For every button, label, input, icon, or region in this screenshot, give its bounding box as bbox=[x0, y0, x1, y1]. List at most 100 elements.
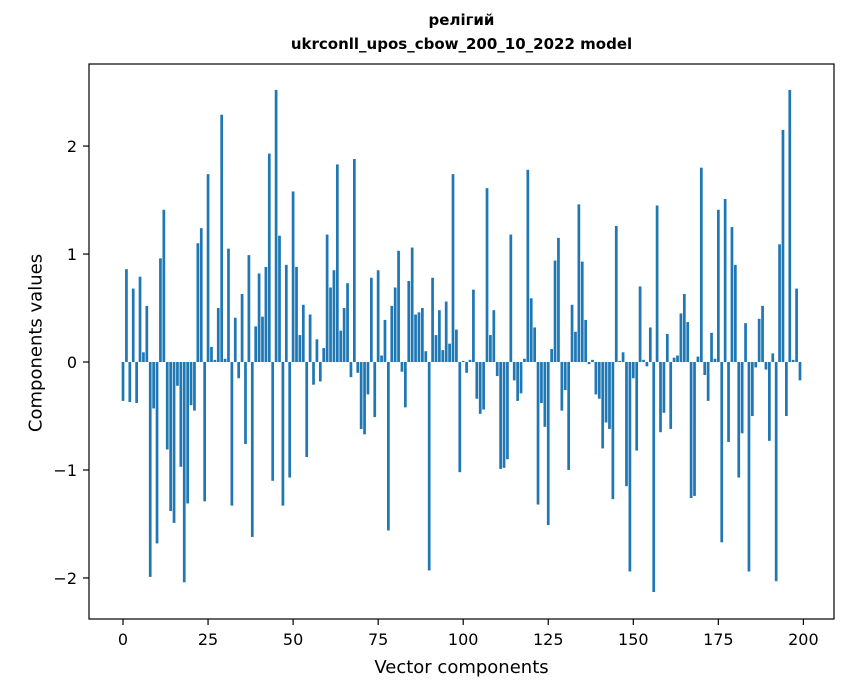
bar bbox=[352, 159, 356, 363]
bar bbox=[278, 235, 281, 363]
bar bbox=[727, 362, 730, 442]
bar bbox=[703, 362, 707, 375]
bar bbox=[553, 260, 557, 363]
bar bbox=[686, 322, 690, 363]
bar bbox=[257, 273, 261, 363]
bar bbox=[604, 362, 608, 423]
bar bbox=[431, 277, 434, 363]
bar bbox=[550, 349, 554, 363]
x-tick-label: 50 bbox=[283, 630, 303, 649]
bar bbox=[757, 318, 761, 363]
bar bbox=[427, 362, 431, 571]
bar bbox=[176, 362, 179, 386]
bar bbox=[795, 288, 798, 363]
y-tick-label: −2 bbox=[53, 569, 77, 588]
bar bbox=[645, 362, 649, 367]
bar bbox=[244, 362, 247, 445]
bar bbox=[267, 153, 271, 363]
bar bbox=[482, 362, 485, 410]
bar bbox=[199, 228, 203, 363]
bar bbox=[682, 293, 686, 363]
bar bbox=[608, 362, 611, 429]
bar bbox=[387, 362, 390, 531]
bar bbox=[465, 362, 468, 373]
x-tick-label: 125 bbox=[533, 630, 564, 649]
bar bbox=[778, 244, 781, 363]
y-axis-label: Components values bbox=[25, 253, 47, 433]
bar bbox=[186, 362, 190, 504]
bar bbox=[676, 355, 679, 363]
chart-title-model: ukrconll_upos_cbow_200_10_2022 model bbox=[290, 35, 633, 53]
bar bbox=[414, 314, 417, 363]
bar bbox=[672, 357, 676, 363]
bar bbox=[458, 362, 462, 473]
bar bbox=[189, 362, 193, 406]
bar bbox=[577, 204, 581, 363]
bar bbox=[594, 362, 598, 395]
bar bbox=[754, 362, 758, 368]
bar bbox=[733, 264, 737, 363]
bar bbox=[363, 362, 366, 435]
bar bbox=[761, 305, 764, 363]
bar bbox=[288, 362, 292, 478]
bar bbox=[373, 362, 377, 418]
bar bbox=[601, 362, 605, 449]
bar bbox=[512, 362, 516, 381]
bar bbox=[397, 250, 400, 363]
bar bbox=[400, 362, 404, 372]
bar bbox=[155, 362, 159, 544]
bar bbox=[441, 350, 445, 363]
bar bbox=[563, 362, 567, 391]
bar bbox=[485, 188, 489, 363]
bar bbox=[693, 362, 696, 496]
bar bbox=[706, 362, 710, 401]
bar bbox=[567, 362, 571, 470]
bar bbox=[699, 167, 703, 363]
bar bbox=[291, 191, 295, 363]
bars bbox=[121, 89, 802, 593]
y-axis-ticks: −2 −1 0 1 2 bbox=[53, 137, 89, 588]
bar bbox=[169, 362, 173, 512]
bar bbox=[720, 362, 724, 543]
x-tick-label: 0 bbox=[118, 630, 128, 649]
bar bbox=[774, 362, 778, 582]
bar bbox=[499, 362, 502, 469]
bar bbox=[710, 332, 713, 363]
chart-title-word: релігий bbox=[428, 11, 495, 29]
bar bbox=[254, 326, 258, 363]
x-axis-label: Vector components bbox=[374, 657, 549, 678]
x-tick-label: 25 bbox=[198, 630, 218, 649]
bar bbox=[359, 362, 363, 429]
bar bbox=[407, 281, 411, 363]
x-tick-label: 175 bbox=[703, 630, 734, 649]
bar bbox=[247, 255, 251, 363]
bar bbox=[142, 352, 145, 363]
bar bbox=[785, 362, 788, 417]
bar bbox=[642, 359, 645, 363]
bar bbox=[492, 310, 496, 363]
bar bbox=[655, 205, 659, 363]
bar bbox=[383, 319, 387, 363]
bar bbox=[227, 248, 230, 363]
bar bbox=[417, 312, 421, 363]
bar bbox=[768, 362, 771, 441]
bar bbox=[788, 89, 792, 363]
bar bbox=[495, 362, 499, 377]
bar bbox=[329, 287, 332, 363]
bar bbox=[145, 305, 149, 363]
bar bbox=[560, 362, 564, 411]
bar bbox=[349, 362, 353, 378]
bar bbox=[574, 331, 577, 363]
bar bbox=[213, 359, 217, 363]
bar bbox=[298, 335, 302, 363]
bar bbox=[250, 362, 254, 537]
bar bbox=[339, 330, 343, 363]
bar bbox=[148, 362, 152, 577]
bar bbox=[138, 276, 142, 363]
bar bbox=[421, 308, 424, 363]
bar bbox=[172, 362, 176, 523]
bar bbox=[516, 362, 519, 401]
bar bbox=[223, 358, 227, 363]
x-tick-label: 100 bbox=[448, 630, 479, 649]
